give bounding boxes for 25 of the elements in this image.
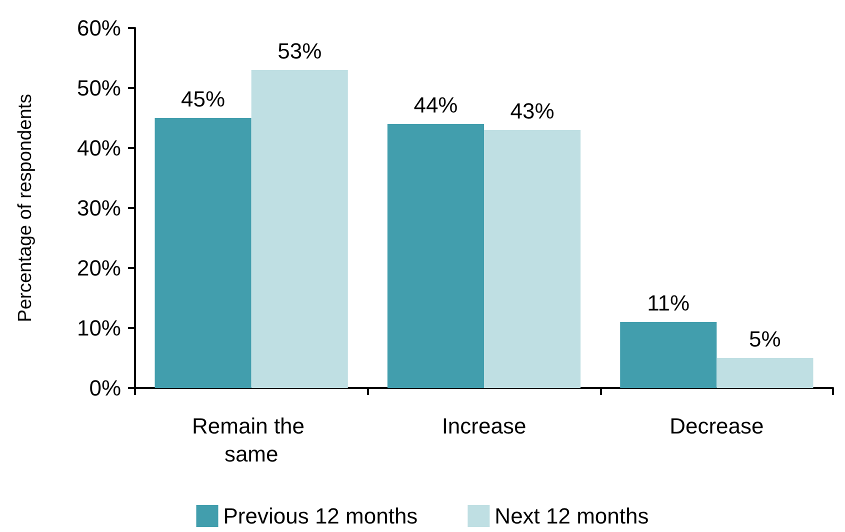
data-label: 44%	[414, 92, 458, 118]
y-tick-label: 50%	[76, 76, 121, 100]
y-tick-label: 30%	[76, 196, 121, 220]
bar	[484, 130, 581, 388]
x-tick-label: Remain the same	[192, 414, 311, 466]
y-tick-label: 0%	[89, 376, 121, 400]
data-label: 43%	[510, 98, 554, 124]
bar	[154, 118, 252, 388]
bar	[716, 358, 814, 388]
bar	[251, 70, 348, 388]
y-tick-label: 20%	[76, 256, 121, 280]
legend-label: Previous 12 months	[223, 504, 418, 528]
x-tick-label: Decrease	[670, 414, 764, 438]
y-tick-label: 10%	[76, 316, 121, 340]
x-tick-label: Increase	[442, 414, 526, 438]
legend-label: Next 12 months	[494, 504, 649, 528]
bar	[620, 322, 717, 388]
data-label: 53%	[278, 38, 322, 64]
data-label: 45%	[181, 86, 226, 112]
y-tick-label: 60%	[76, 16, 121, 40]
data-label: 11%	[647, 290, 690, 316]
y-axis-title: Percentage of respondents	[15, 94, 36, 322]
y-tick-label: 40%	[76, 136, 121, 160]
data-label: 5%	[749, 326, 781, 352]
bar	[387, 124, 484, 388]
